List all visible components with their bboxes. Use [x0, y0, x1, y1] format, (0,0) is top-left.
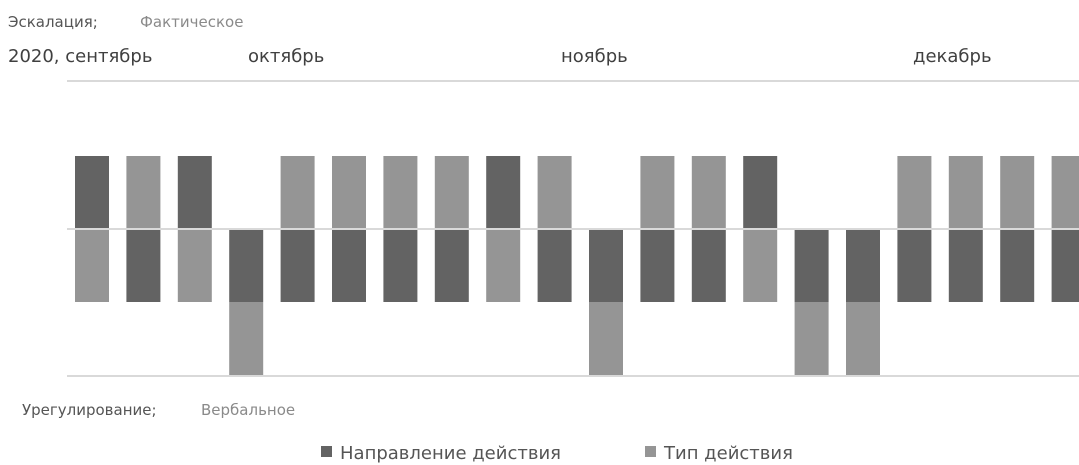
top-direction-label: Эскалация;: [8, 13, 98, 31]
bar-direction-3: [177, 156, 212, 229]
top-type-label: Фактическое: [140, 13, 243, 31]
bar-direction-20: [1051, 229, 1079, 302]
bars-group: [75, 156, 1079, 375]
bar-type-15: [794, 302, 829, 375]
bar-direction-15: [794, 229, 829, 302]
bottom-direction-label: Урегулирование;: [22, 401, 157, 419]
bar-type-18: [948, 156, 983, 229]
bar-type-16: [846, 302, 880, 375]
bar-type-7: [383, 156, 418, 229]
bar-direction-9: [486, 156, 521, 229]
bar-direction-19: [1000, 229, 1035, 302]
bar-direction-5: [280, 229, 315, 302]
bar-direction-7: [383, 229, 418, 302]
bar-type-6: [332, 156, 366, 229]
bar-direction-10: [537, 229, 572, 302]
bar-type-19: [1000, 156, 1035, 229]
bar-type-10: [537, 156, 572, 229]
bar-direction-6: [332, 229, 366, 302]
bar-type-9: [486, 229, 521, 302]
bar-type-17: [897, 156, 932, 229]
bar-type-12: [640, 156, 675, 229]
bar-type-20: [1051, 156, 1079, 229]
bar-type-3: [177, 229, 212, 302]
bar-direction-18: [948, 229, 983, 302]
bar-type-11: [589, 302, 623, 375]
bar-direction-8: [434, 229, 469, 302]
bar-direction-11: [589, 229, 623, 302]
bar-type-4: [229, 302, 264, 375]
bar-direction-1: [75, 156, 109, 229]
bar-direction-16: [846, 229, 880, 302]
legend-swatch-type: [645, 446, 656, 457]
month-label-october: октябрь: [248, 46, 324, 67]
bar-type-5: [280, 156, 315, 229]
bar-direction-14: [743, 156, 778, 229]
bottom-type-label: Вербальное: [201, 401, 295, 419]
month-label-december: декабрь: [913, 46, 992, 67]
bar-direction-13: [691, 229, 726, 302]
month-label-september: 2020, сентябрь: [8, 46, 152, 67]
legend-label-direction: Направление действия: [340, 443, 561, 464]
month-label-november: ноябрь: [561, 46, 628, 67]
bar-type-2: [126, 156, 161, 229]
bar-type-8: [434, 156, 469, 229]
bar-direction-4: [229, 229, 264, 302]
bar-type-13: [691, 156, 726, 229]
bar-direction-17: [897, 229, 932, 302]
bar-direction-2: [126, 229, 161, 302]
legend-label-type: Тип действия: [663, 443, 793, 464]
bar-type-1: [75, 229, 109, 302]
bar-type-14: [743, 229, 778, 302]
bar-direction-12: [640, 229, 675, 302]
legend-swatch-direction: [321, 446, 332, 457]
